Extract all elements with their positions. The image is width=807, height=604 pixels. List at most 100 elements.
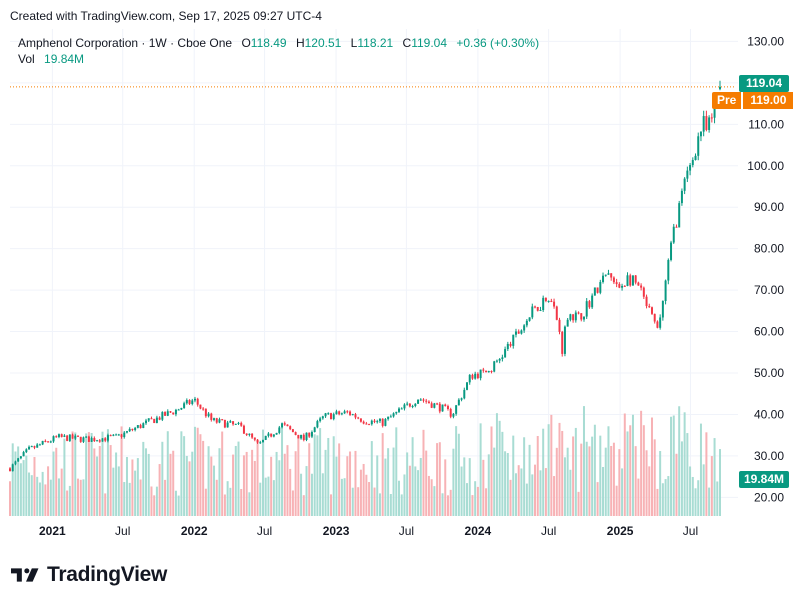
candle-body — [444, 404, 447, 407]
candle-body — [136, 425, 139, 428]
volume-bar — [310, 473, 313, 516]
candle-body — [373, 420, 376, 422]
candle-body — [251, 433, 254, 438]
candle-body — [193, 398, 196, 401]
candle-body — [591, 295, 594, 308]
volume-bar — [87, 432, 90, 516]
candle-body — [357, 417, 360, 419]
chart-legend: Amphenol Corporation · 1W · Cboe One O11… — [18, 35, 539, 67]
volume-bar — [425, 450, 428, 516]
candle-body — [155, 417, 158, 423]
tradingview-logo[interactable]: TradingView — [11, 563, 167, 587]
volume-bar — [41, 471, 44, 516]
candle-body — [476, 373, 479, 379]
volume-bar — [357, 487, 360, 516]
volume-bar — [232, 454, 235, 516]
candle-body — [398, 408, 401, 412]
candle-body — [585, 301, 588, 317]
candle-body — [232, 421, 235, 425]
volume-bar — [455, 426, 458, 516]
candle-body — [264, 435, 267, 440]
volume-bar — [207, 446, 210, 516]
volume-bar — [327, 437, 330, 516]
volume-bar — [66, 490, 69, 516]
volume-bar — [479, 423, 482, 516]
volume-bar — [261, 429, 264, 516]
volume-bar — [561, 430, 564, 516]
candle-body — [150, 418, 153, 420]
tradingview-logo-icon — [11, 568, 39, 582]
low-label: L — [350, 36, 358, 50]
candle-body — [525, 320, 528, 326]
volume-bar — [286, 445, 289, 516]
candle-body — [11, 464, 14, 472]
candle-body — [147, 418, 150, 421]
candle-body — [185, 400, 188, 404]
candle-body — [395, 411, 398, 414]
volume-bar — [417, 470, 420, 516]
volume-bar — [506, 453, 509, 516]
candle-body — [384, 419, 387, 426]
volume-bar — [640, 410, 643, 516]
candle-body — [164, 412, 167, 416]
volume-bar — [93, 448, 96, 516]
volume-bar — [11, 443, 14, 516]
volume-bar — [569, 469, 572, 516]
candle-body — [547, 300, 550, 302]
volume-bar — [629, 425, 632, 516]
volume-bar — [517, 465, 520, 516]
volume-bar — [123, 482, 126, 516]
volume-bar — [248, 492, 251, 516]
candle-body — [607, 273, 610, 275]
volume-bar — [234, 445, 237, 516]
volume-bar — [719, 449, 721, 516]
volume-bar — [139, 479, 142, 516]
candle-body — [520, 330, 523, 334]
volume-bar — [485, 488, 488, 516]
candle-body — [25, 449, 28, 453]
candle-body — [544, 297, 547, 301]
volume-bar — [30, 475, 33, 516]
volume-bar — [185, 455, 188, 516]
candle-body — [463, 389, 466, 399]
x-tick-label: Jul — [683, 524, 698, 538]
candle-body — [38, 444, 41, 446]
candle-body — [400, 408, 403, 410]
candle-body — [378, 418, 381, 422]
volume-bar — [661, 483, 664, 516]
candle-body — [340, 413, 343, 415]
volume-bar — [213, 465, 216, 516]
volume-bar — [338, 443, 341, 516]
volume-bar — [294, 451, 297, 516]
volume-bar — [259, 482, 262, 516]
pre-market-label: Pre — [712, 92, 742, 109]
volume-bar — [85, 433, 88, 516]
x-tick-label: Jul — [257, 524, 272, 538]
volume-bar — [487, 454, 490, 516]
candle-body — [199, 404, 202, 409]
volume-bar — [463, 457, 466, 516]
candle-body — [713, 100, 716, 118]
volume-bar — [221, 431, 224, 516]
x-tick-label: 2022 — [181, 524, 208, 538]
volume-bar — [74, 432, 77, 516]
volume-bar — [474, 481, 477, 516]
candle-body — [504, 349, 507, 358]
volume-bar — [90, 432, 93, 516]
volume-value: 19.84M — [44, 52, 85, 66]
candle-body — [672, 226, 675, 243]
y-tick-label: 20.00 — [754, 490, 784, 504]
candle-body — [656, 321, 659, 328]
candle-body — [661, 300, 664, 318]
candle-body — [593, 287, 596, 296]
candle-body — [387, 416, 390, 420]
volume-bar — [414, 466, 417, 516]
volume-bar — [193, 426, 196, 516]
candle-body — [615, 282, 618, 285]
candle-body — [174, 409, 177, 415]
volume-bar — [199, 434, 202, 516]
candle-body — [460, 398, 463, 400]
volume-bar — [705, 432, 708, 516]
volume-bar — [329, 494, 332, 516]
